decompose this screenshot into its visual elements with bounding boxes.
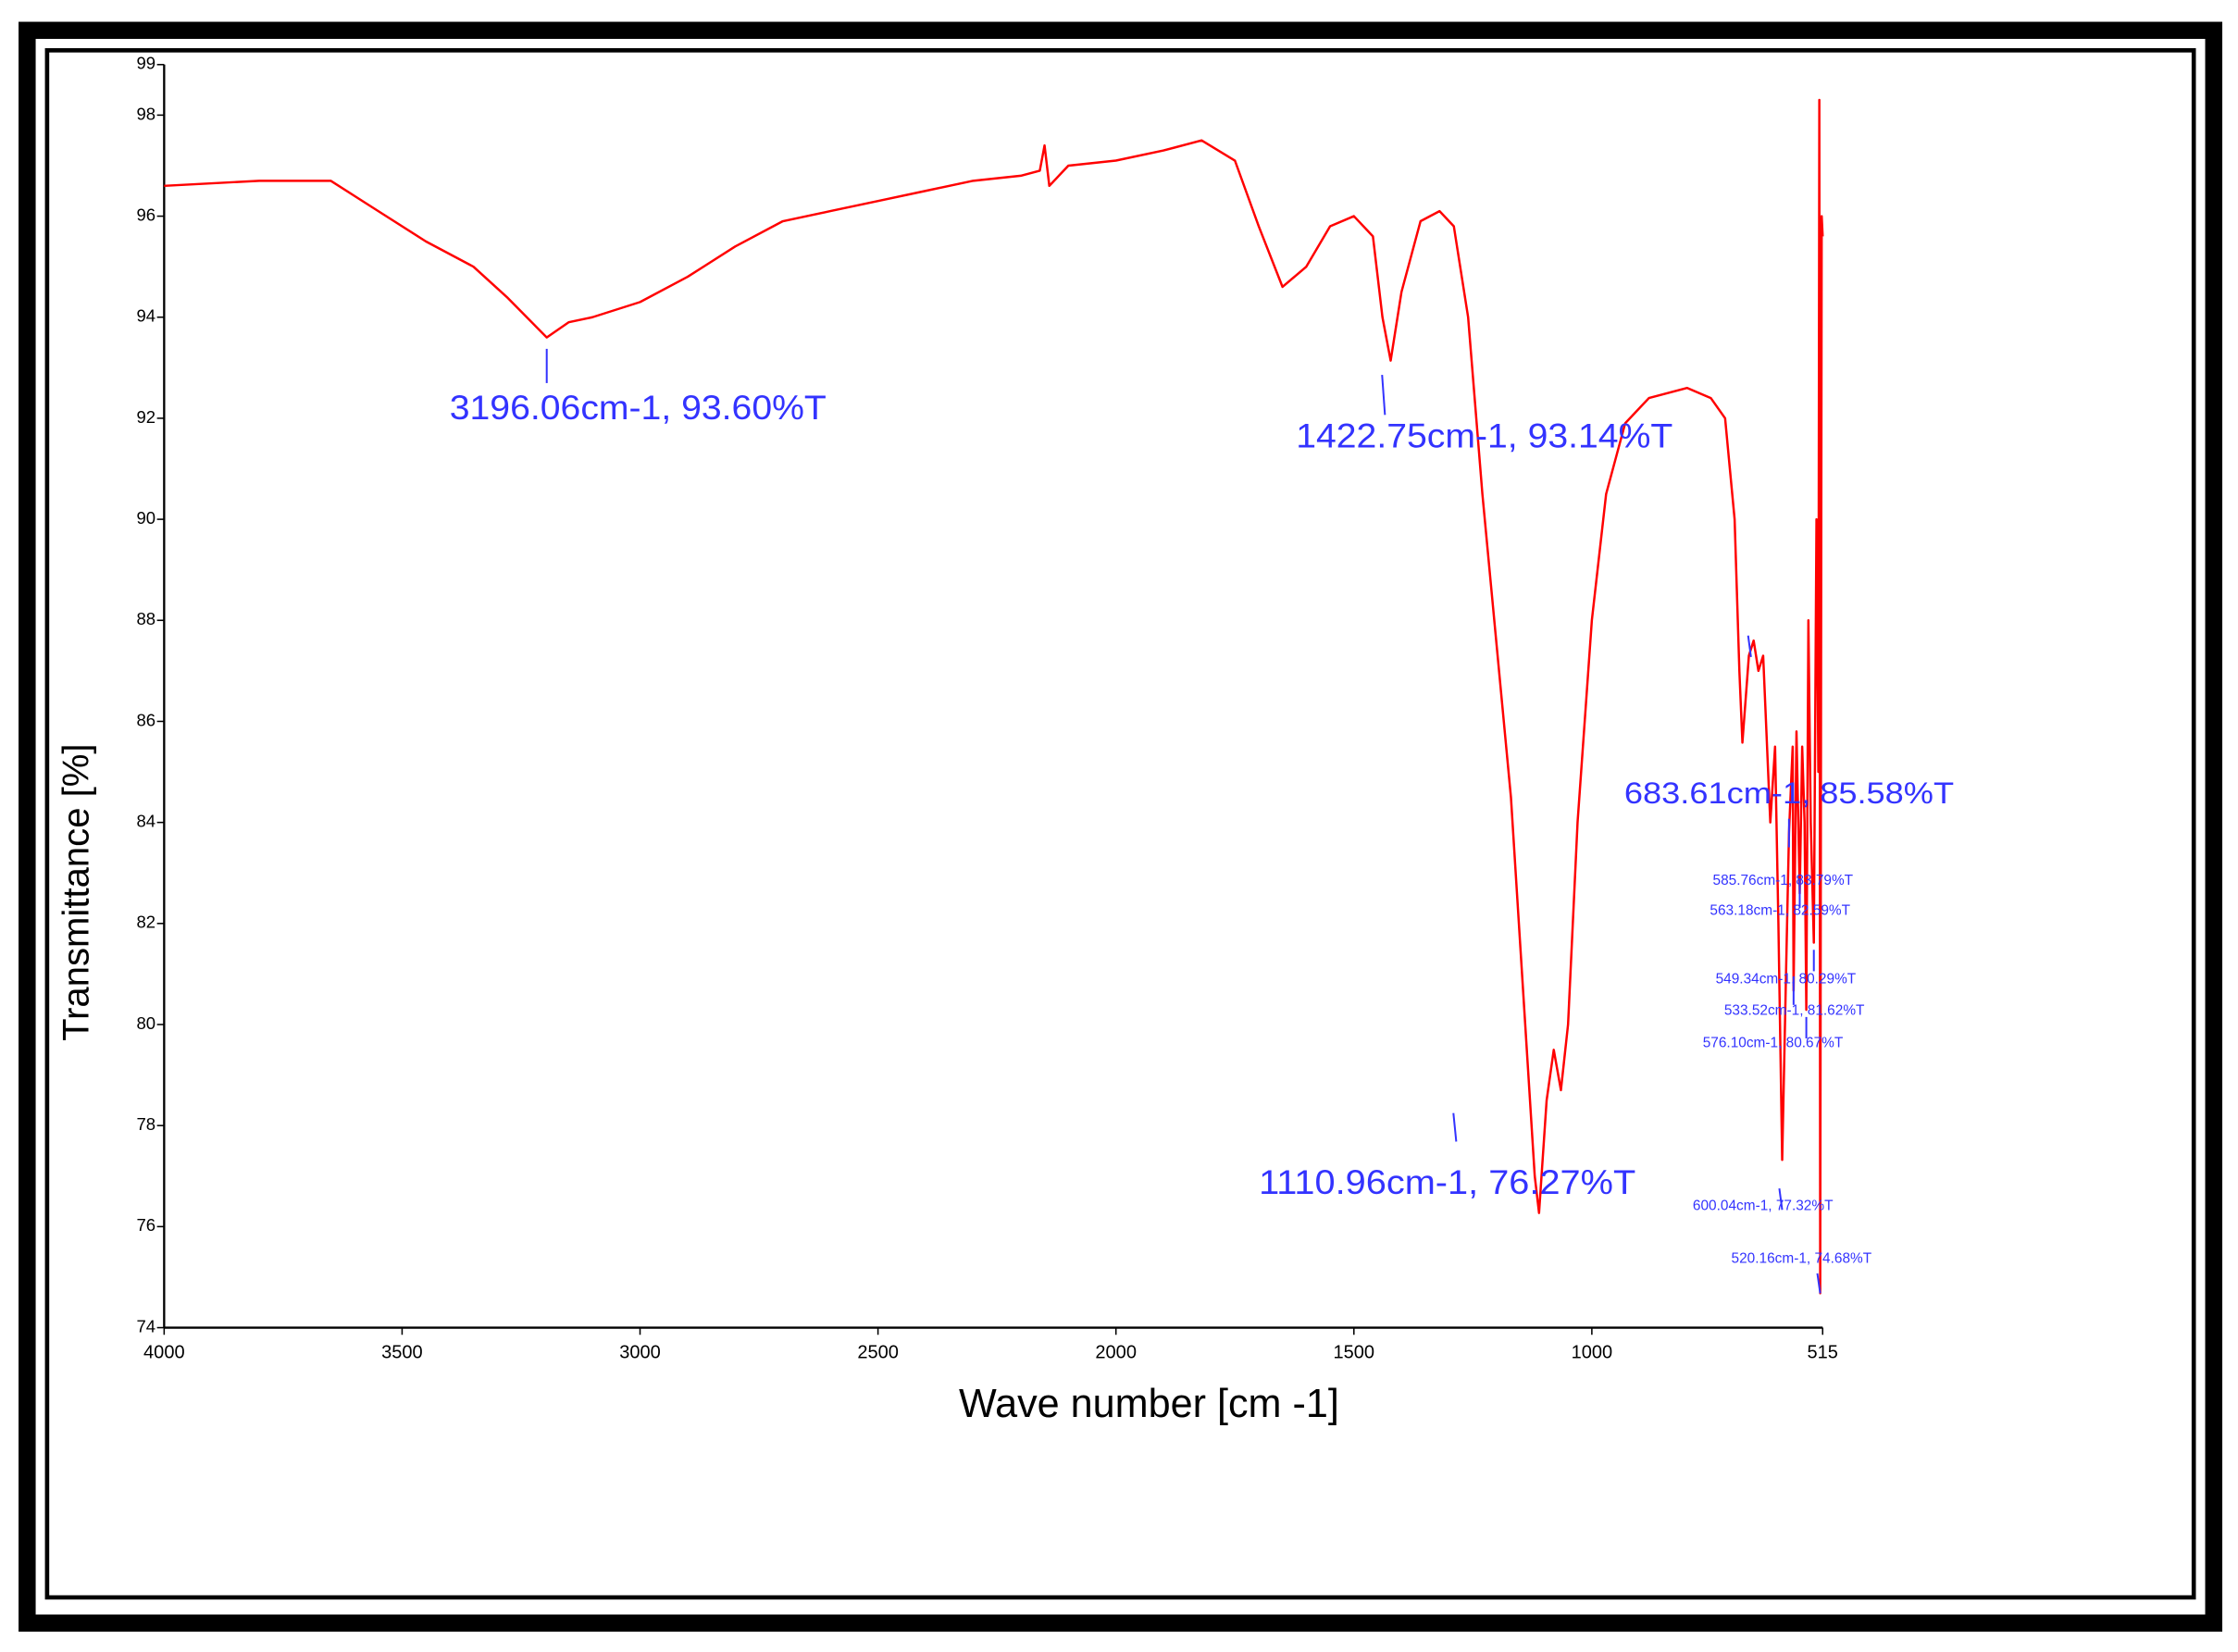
y-tick-label: 90 (137, 508, 156, 528)
peak-marker (1381, 375, 1386, 416)
y-tick-label: 86 (137, 710, 156, 729)
y-tick-label: 76 (137, 1215, 156, 1235)
y-tick-label: 74 (137, 1316, 156, 1335)
peak-marker (1816, 1273, 1821, 1294)
peak-label: 1110.96cm-1, 76.27%T (1259, 1162, 1635, 1201)
outer-frame (19, 21, 2223, 1633)
x-tick-label: 3000 (619, 1343, 661, 1363)
y-tick-label: 78 (137, 1114, 156, 1134)
y-tick-label: 80 (137, 1013, 156, 1033)
peak-label: 549.34cm-1, 80.29%T (1716, 971, 1857, 987)
y-tick-label: 99 (137, 54, 156, 73)
peak-label: 585.76cm-1, 83.79%T (1713, 873, 1854, 888)
x-tick-label: 515 (1808, 1343, 1838, 1363)
peak-label: 576.10cm-1, 80.67%T (1703, 1036, 1844, 1051)
y-axis-label: Transmittance [%] (56, 743, 96, 1040)
peak-label: 1422.75cm-1, 93.14%T (1296, 416, 1672, 455)
peak-label: 683.61cm-1, 85.58%T (1624, 776, 1954, 810)
y-tick-label: 96 (137, 205, 156, 224)
peak-marker (1452, 1112, 1458, 1142)
x-tick-label: 2000 (1095, 1343, 1137, 1363)
x-tick-label: 4000 (143, 1343, 185, 1363)
y-tick-label: 82 (137, 913, 156, 932)
peak-label: 520.16cm-1, 74.68%T (1732, 1251, 1872, 1267)
x-tick-label: 1000 (1572, 1343, 1613, 1363)
x-tick-label: 3500 (381, 1343, 423, 1363)
peak-label: 3196.06cm-1, 93.60%T (450, 388, 827, 427)
x-axis-label: Wave number [cm -1] (959, 1382, 1339, 1426)
y-tick-label: 88 (137, 609, 156, 628)
y-tick-label: 98 (137, 104, 156, 123)
spectrum-line (164, 98, 1824, 1295)
peak-label: 533.52cm-1, 81.62%T (1724, 1002, 1865, 1018)
peak-marker (1778, 1188, 1784, 1211)
peak-label: 600.04cm-1, 77.32%T (1693, 1199, 1834, 1214)
y-tick-label: 84 (137, 812, 156, 831)
x-tick-label: 1500 (1334, 1343, 1375, 1363)
peak-label: 563.18cm-1, 82.59%T (1710, 902, 1850, 918)
y-tick-label: 94 (137, 306, 156, 326)
inner-frame (44, 48, 2196, 1600)
y-tick-label: 92 (137, 407, 156, 427)
x-tick-label: 2500 (857, 1343, 899, 1363)
peak-marker (1747, 635, 1752, 657)
